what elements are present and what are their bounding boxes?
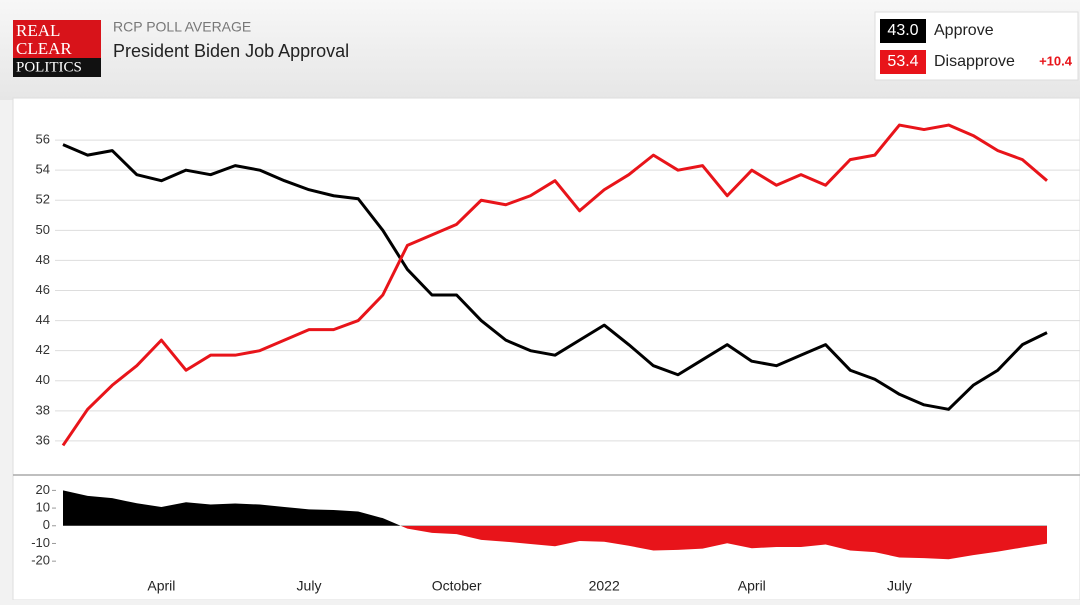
x-tick-label: July	[887, 578, 912, 594]
y-tick-label: 38	[36, 402, 50, 417]
x-tick-label: April	[738, 578, 766, 594]
y-tick-label: 44	[36, 312, 50, 327]
legend-value: 43.0	[887, 22, 918, 39]
y-tick-label: 36	[36, 432, 50, 447]
y-tick-label: 56	[36, 132, 50, 147]
legend-lead: +10.4	[1039, 53, 1073, 68]
y-tick-label: 40	[36, 372, 50, 387]
y-tick-label: 46	[36, 282, 50, 297]
logo-line: REAL	[16, 21, 60, 40]
x-tick-label: July	[297, 578, 322, 594]
y-tick-label: 54	[36, 162, 50, 177]
series-line	[61, 123, 1048, 447]
x-tick-label: October	[432, 578, 482, 594]
chart-title: President Biden Job Approval	[113, 41, 349, 61]
x-tick-label: 2022	[589, 578, 620, 594]
y-tick-label: -10	[31, 535, 50, 550]
logo-line: CLEAR	[16, 39, 72, 58]
x-tick-label: April	[147, 578, 175, 594]
legend-value-box	[880, 50, 926, 74]
legend-label: Approve	[934, 22, 994, 39]
kicker: RCP POLL AVERAGE	[113, 19, 251, 35]
y-tick-label: 20	[36, 482, 50, 497]
series-line	[62, 143, 1048, 411]
y-tick-label: 42	[36, 342, 50, 357]
y-tick-label: 10	[36, 500, 50, 515]
y-tick-label: 52	[36, 192, 50, 207]
logo-red	[13, 20, 101, 58]
spread-area	[63, 490, 1047, 560]
y-tick-label: 50	[36, 222, 50, 237]
logo-line: POLITICS	[16, 59, 82, 75]
legend-value-box	[880, 19, 926, 43]
legend-value: 53.4	[887, 53, 918, 70]
y-tick-label: -20	[31, 553, 50, 568]
legend-label: Disapprove	[934, 53, 1015, 70]
y-tick-label: 0	[43, 517, 50, 532]
y-tick-label: 48	[36, 252, 50, 267]
